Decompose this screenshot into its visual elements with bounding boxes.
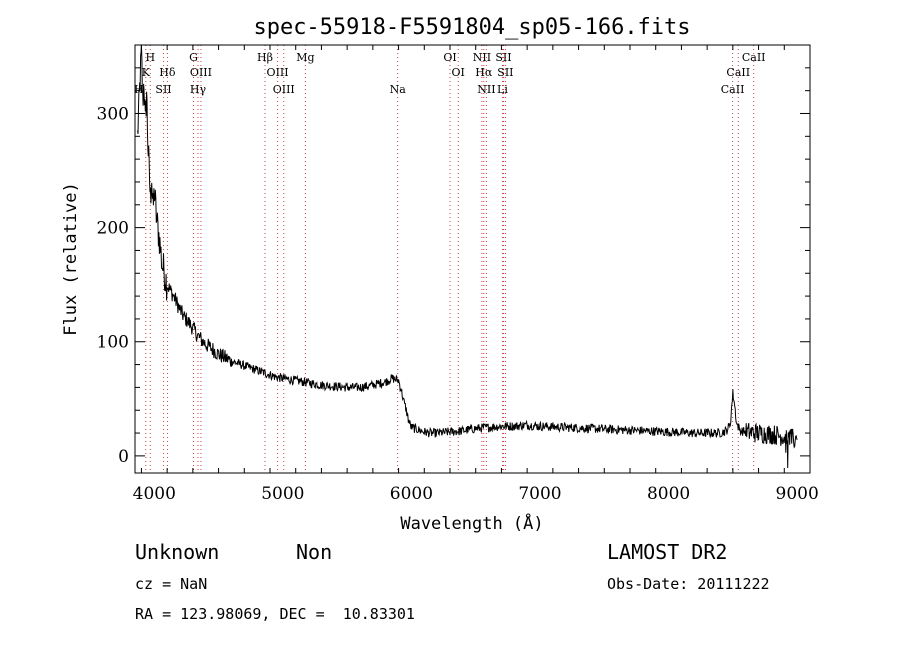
line-label: Hγ bbox=[190, 83, 207, 96]
line-label: K bbox=[142, 66, 151, 79]
line-label: CaII bbox=[742, 51, 766, 64]
x-tick-label: 5000 bbox=[261, 484, 304, 504]
line-label: Na bbox=[390, 83, 407, 96]
line-label: SII bbox=[495, 51, 511, 64]
x-tick-label: 6000 bbox=[390, 484, 433, 504]
line-label: SII bbox=[155, 83, 171, 96]
plot-frame bbox=[135, 45, 810, 473]
line-label: CaII bbox=[726, 66, 750, 79]
y-tick-label: 300 bbox=[97, 104, 129, 124]
line-label: OIII bbox=[190, 66, 212, 79]
x-axis-label: Wavelength (Å) bbox=[400, 512, 543, 534]
line-label: SII bbox=[497, 66, 513, 79]
line-label: G bbox=[189, 51, 198, 64]
object-class: Unknown bbox=[135, 540, 219, 564]
spectrum-series-line bbox=[138, 45, 798, 468]
y-tick-label: 200 bbox=[97, 219, 129, 239]
line-label: Hα bbox=[475, 66, 493, 79]
x-tick-label: 9000 bbox=[776, 484, 819, 504]
line-label: Hβ bbox=[257, 51, 273, 64]
line-label: NII bbox=[477, 83, 495, 96]
line-label: CaII bbox=[721, 83, 745, 96]
x-tick-label: 8000 bbox=[647, 484, 690, 504]
line-label: OIII bbox=[273, 83, 295, 96]
emission-lines-group bbox=[146, 45, 754, 473]
line-label: OI bbox=[443, 51, 456, 64]
chart-title: spec-55918-F5591804_sp05-166.fits bbox=[253, 15, 690, 40]
line-label: OIII bbox=[267, 66, 289, 79]
redshift-value: cz = NaN bbox=[135, 575, 207, 593]
y-axis: 0 100 200 300 bbox=[97, 68, 810, 467]
x-tick-label: 4000 bbox=[133, 484, 176, 504]
line-label: OI bbox=[452, 66, 465, 79]
line-label: Hδ bbox=[159, 66, 176, 79]
line-label: Li bbox=[497, 83, 508, 96]
object-subclass: Non bbox=[296, 540, 332, 564]
x-tick-label: 7000 bbox=[518, 484, 561, 504]
obs-date: Obs-Date: 20111222 bbox=[607, 575, 770, 593]
y-tick-label: 0 bbox=[118, 447, 129, 467]
coordinates: RA = 123.98069, DEC = 10.83301 bbox=[135, 605, 415, 623]
line-label: H bbox=[146, 51, 156, 64]
y-axis-label: Flux (relative) bbox=[61, 182, 81, 336]
line-label: NII bbox=[473, 51, 491, 64]
survey-name: LAMOST DR2 bbox=[607, 540, 727, 564]
line-label: Mg bbox=[296, 51, 314, 64]
y-tick-label: 100 bbox=[97, 333, 129, 353]
series-group bbox=[138, 45, 798, 468]
